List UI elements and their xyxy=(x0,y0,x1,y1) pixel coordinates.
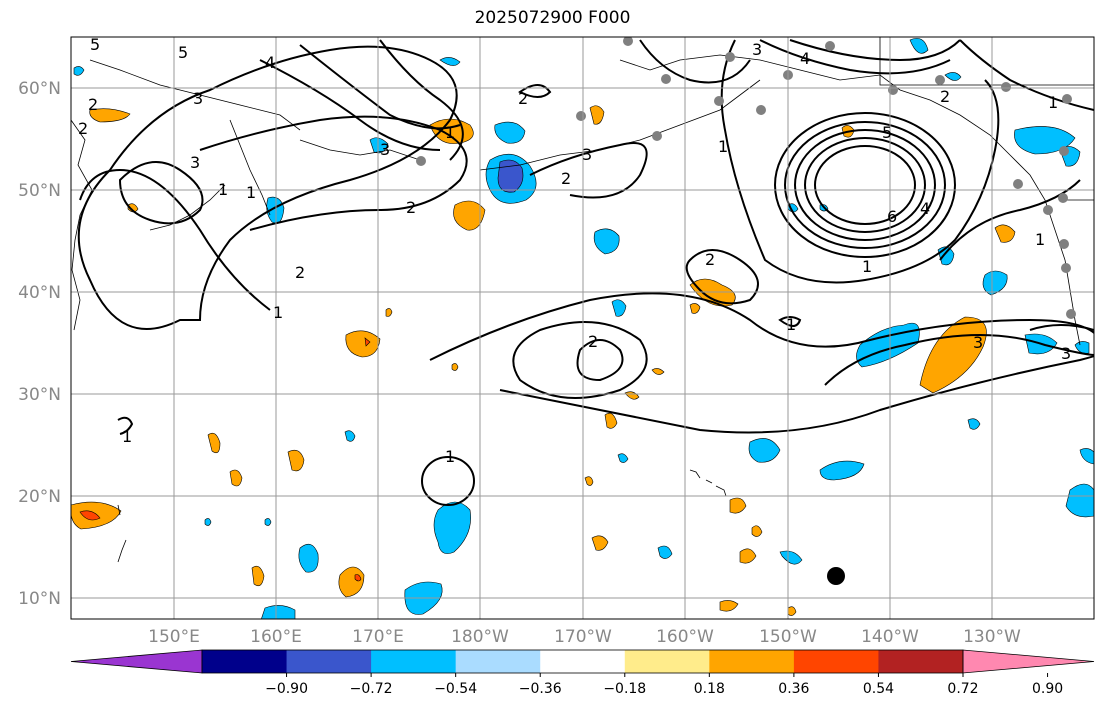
contour-label: 2 xyxy=(705,250,715,269)
lat-tick-label: 60°N xyxy=(18,79,61,99)
longitude-axis: 150°E 160°E 170°E 180°W 170°W 160°W 150°… xyxy=(148,627,1021,647)
lon-tick-label: 160°W xyxy=(656,627,714,647)
contour-labels: 5 5 4 3 2 2 3 1 1 2 3 2 2 1 1 2 1 5 6 4 … xyxy=(78,35,1071,466)
station-markers xyxy=(416,37,1076,319)
map-title: 2025072900 F000 xyxy=(474,8,631,28)
lon-tick-label: 160°E xyxy=(250,627,302,647)
contour-label: 2 xyxy=(561,169,571,188)
colorbar-segment xyxy=(202,650,288,673)
contour-label: 1 xyxy=(1035,230,1045,249)
colorbar-tick-label: 0.36 xyxy=(778,681,809,697)
colorbar-segment xyxy=(709,650,795,673)
lat-tick-label: 30°N xyxy=(18,385,61,405)
contour-label: 2 xyxy=(88,95,98,114)
colorbar-tick-label: 0.90 xyxy=(1032,681,1063,697)
colorbar-tick-label: 0.54 xyxy=(863,681,894,697)
contour-label: 5 xyxy=(90,35,100,54)
contour-label: 1 xyxy=(122,427,132,446)
contour-label: 5 xyxy=(882,123,892,142)
tc-position-marker xyxy=(827,567,845,585)
lat-tick-label: 10°N xyxy=(18,589,61,609)
contour-label: 3 xyxy=(752,40,762,59)
contour-label: 1 xyxy=(862,257,872,276)
colorbar: −0.90 −0.72 −0.54 −0.36 −0.18 0.18 0.36 0.54 0.7… xyxy=(70,649,1095,697)
colorbar-tick-label: −0.72 xyxy=(350,681,393,697)
lon-tick-label: 180°W xyxy=(451,627,509,647)
contour-label: 3 xyxy=(380,140,390,159)
colorbar-extend-low xyxy=(70,649,203,674)
contour-label: 2 xyxy=(78,119,88,138)
colorbar-tick-label: 0.18 xyxy=(694,681,725,697)
contour-label: 4 xyxy=(920,199,930,218)
lon-tick-label: 130°W xyxy=(963,627,1021,647)
colorbar-tick-label: −0.90 xyxy=(265,681,308,697)
contour-label: 1 xyxy=(218,180,228,199)
lon-tick-label: 170°W xyxy=(554,627,612,647)
colorbar-segment xyxy=(540,650,626,673)
colorbar-segment xyxy=(624,650,710,673)
contour-label: 1 xyxy=(1048,93,1058,112)
lon-tick-label: 150°W xyxy=(759,627,817,647)
contour-label: 5 xyxy=(178,43,188,62)
shaded-anomaly-patches xyxy=(71,38,1094,619)
contour-label: 3 xyxy=(973,333,983,352)
contour-label: 3 xyxy=(1061,344,1071,363)
colorbar-tick-label: −0.54 xyxy=(434,681,477,697)
colorbar-tick-label: −0.36 xyxy=(519,681,562,697)
contour-label: 4 xyxy=(265,53,275,72)
contour-label: 2 xyxy=(406,198,416,217)
contour-label: 1 xyxy=(718,137,728,156)
contour-label: 6 xyxy=(887,207,897,226)
coastlines xyxy=(71,37,1094,563)
colorbar-segment xyxy=(793,650,879,673)
contour-label: 1 xyxy=(786,315,796,334)
colorbar-segment xyxy=(455,650,541,673)
contour-lines xyxy=(77,39,1094,506)
contour-label: 3 xyxy=(193,89,203,108)
colorbar-segment xyxy=(286,650,372,673)
colorbar-tick-label: 0.72 xyxy=(947,681,978,697)
contour-label: 4 xyxy=(800,49,810,68)
graticule xyxy=(71,37,1094,619)
contour-label: 1 xyxy=(445,123,455,142)
contour-label: 2 xyxy=(518,89,528,108)
lat-tick-label: 50°N xyxy=(18,181,61,201)
contour-label: 2 xyxy=(940,87,950,106)
contour-label: 1 xyxy=(246,183,256,202)
latitude-axis: 10°N 20°N 30°N 40°N 50°N 60°N xyxy=(18,79,61,609)
colorbar-tick-label: −0.18 xyxy=(603,681,646,697)
contour-label: 2 xyxy=(588,332,598,351)
lon-tick-label: 170°E xyxy=(352,627,404,647)
lon-tick-label: 150°E xyxy=(148,627,200,647)
colorbar-segment xyxy=(878,650,964,673)
lat-tick-label: 20°N xyxy=(18,487,61,507)
lat-tick-label: 40°N xyxy=(18,283,61,303)
colorbar-extend-high xyxy=(962,649,1095,674)
contour-label: 3 xyxy=(190,153,200,172)
map-frame xyxy=(70,36,1095,620)
contour-label: 3 xyxy=(582,145,592,164)
contour-label: 2 xyxy=(295,263,305,282)
colorbar-segment xyxy=(371,650,457,673)
contour-label: 1 xyxy=(445,447,455,466)
colorbar-frame xyxy=(201,649,964,674)
contour-label: 1 xyxy=(273,303,283,322)
lon-tick-label: 140°W xyxy=(861,627,919,647)
map-plot-area: 5 5 4 3 2 2 3 1 1 2 3 2 2 1 1 2 1 5 6 4 … xyxy=(71,35,1094,619)
